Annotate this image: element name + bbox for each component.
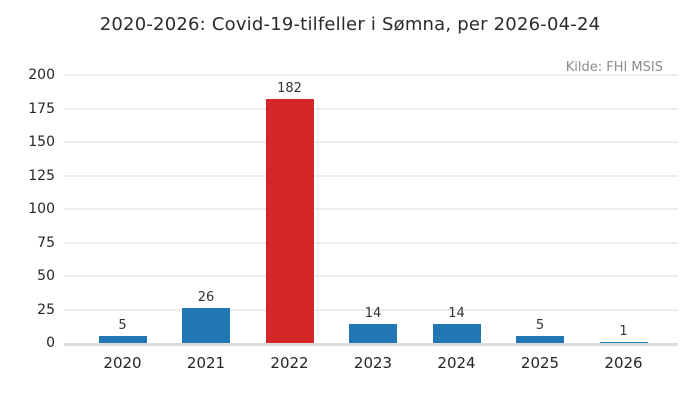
y-tick-label-100: 100 (28, 201, 55, 217)
gridline-175 (64, 107, 678, 110)
bar-value-label-2025: 5 (535, 318, 545, 334)
bar-value-label-2023: 14 (364, 306, 382, 322)
x-axis-baseline (64, 343, 678, 346)
x-tick-label-2025: 2025 (520, 354, 560, 372)
bar-2023 (349, 324, 397, 343)
bar-value-label-2021: 26 (197, 290, 215, 306)
bar-2021 (182, 308, 230, 343)
x-tick-label-2020: 2020 (103, 354, 142, 372)
gridline-50 (64, 275, 678, 277)
bar-2022 (265, 99, 314, 343)
y-tick-label-175: 175 (28, 100, 55, 117)
y-tick-label-25: 25 (37, 301, 55, 318)
chart-title: 2020-2026: Covid-19-tilfeller i Sømna, p… (99, 14, 601, 35)
bar-value-label-2022: 182 (277, 81, 302, 97)
y-tick-label-150: 150 (28, 134, 55, 150)
gridline-200 (64, 74, 678, 76)
gridline-25 (64, 308, 678, 311)
y-tick-label-200: 200 (28, 67, 55, 83)
source-annotation: Kilde: FHI MSIS (565, 60, 663, 75)
y-tick-label-125: 125 (28, 167, 55, 184)
bar-2025 (516, 336, 564, 343)
y-tick-label-75: 75 (37, 234, 55, 251)
x-tick-label-2024: 2024 (437, 354, 476, 372)
bar-value-label-2020: 5 (118, 318, 127, 334)
y-tick-label-50: 50 (37, 268, 55, 284)
x-tick-label-2022: 2022 (270, 354, 309, 372)
bar-2024 (432, 324, 481, 343)
bar-2026 (599, 341, 648, 343)
gridline-125 (64, 174, 678, 177)
gridline-100 (64, 208, 678, 210)
x-tick-label-2023: 2023 (353, 354, 393, 372)
gridline-150 (64, 141, 678, 143)
y-tick-label-0: 0 (46, 335, 55, 351)
bar-2020 (98, 336, 147, 343)
x-tick-label-2021: 2021 (186, 354, 226, 372)
plot-area: 5 26 182 14 14 5 1 (64, 74, 678, 346)
bar-value-label-2024: 14 (448, 306, 465, 322)
gridline-75 (64, 241, 678, 244)
bar-value-label-2026: 1 (619, 323, 628, 339)
x-tick-label-2026: 2026 (604, 354, 643, 372)
